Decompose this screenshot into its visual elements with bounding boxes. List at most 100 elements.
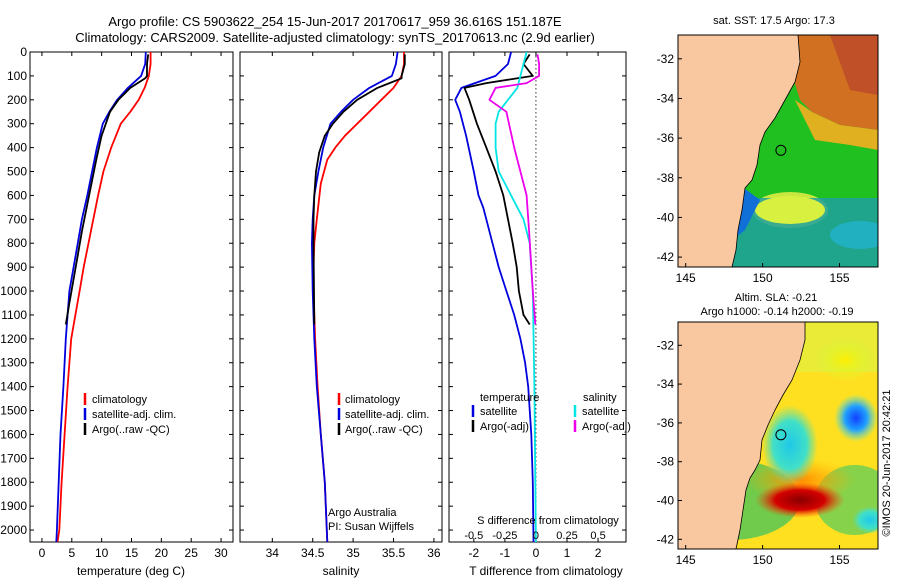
xtick-label: 35: [346, 546, 360, 560]
salinity-xlabel: salinity: [323, 564, 360, 578]
ytick-label: 1400: [0, 380, 27, 394]
annotation-argo-australia: Argo Australia: [328, 507, 397, 519]
xtick-label: 30: [214, 546, 228, 560]
difference-xticks-salinity: -0.5 -0.25 0 0.25 0.5: [464, 530, 605, 542]
legend-label-sal-argo: Argo(-adj): [582, 421, 631, 433]
sla-blue-eddy: [834, 394, 878, 442]
ytick-label: 900: [7, 260, 27, 274]
temperature-xlabel: temperature (deg C): [77, 564, 185, 578]
figure-title-line2: Climatology: CARS2009. Satellite-adjuste…: [75, 30, 595, 45]
legend-label-satellite: satellite-adj. clim.: [92, 409, 176, 421]
ytick-label: 700: [7, 212, 27, 226]
xtick-label: 5: [68, 546, 75, 560]
xtick-label: 36: [427, 546, 441, 560]
xtick-label: 10: [95, 546, 109, 560]
figure-title-line1: Argo profile: CS 5903622_254 15-Jun-2017…: [108, 14, 562, 29]
sst-map-xticks: 145 150 155: [676, 263, 850, 285]
series-line-temperature-satellite: [454, 52, 535, 542]
legend-label-sal-satellite: satellite: [582, 406, 619, 418]
difference-lines: [454, 52, 540, 542]
ytick-label: 100: [7, 69, 27, 83]
sla-yellow-eddy: [815, 338, 875, 382]
xtick-label: 15: [125, 546, 139, 560]
ytick-label: 800: [7, 236, 27, 250]
legend-label-climatology: climatology: [92, 394, 148, 406]
legend-title-temperature: temperature: [480, 392, 539, 404]
salinity-lines: [310, 52, 406, 542]
map-xtick-label: 155: [830, 271, 850, 285]
xtick-label: 0: [39, 546, 46, 560]
sst-argo-marker: [775, 144, 787, 156]
ytick-label: 1600: [0, 427, 27, 441]
temperature-lines: [55, 52, 152, 542]
difference-xticks: -2 -1 0 1 2: [469, 52, 602, 560]
map-ytick-label: -32: [657, 52, 675, 66]
map-ytick-label: -34: [657, 377, 675, 391]
salinity-yticks: [240, 51, 442, 531]
series-line-satellite-adj-clim: [310, 52, 399, 542]
sst-map-image: [678, 35, 878, 267]
salinity-axes-box: [239, 51, 443, 543]
series-line-temperature-argo-adj: [463, 53, 534, 325]
map-ytick-label: -42: [657, 532, 675, 546]
map-ytick-label: -34: [657, 91, 675, 105]
map-ytick-label: -40: [657, 493, 675, 507]
xtick-label-salinity: 0: [533, 530, 539, 542]
ytick-label: 1300: [0, 356, 27, 370]
annotation-pi: PI: Susan Wijffels: [328, 521, 414, 533]
ytick-label: 600: [7, 188, 27, 202]
xtick-label: 25: [185, 546, 199, 560]
map-ytick-label: -40: [657, 210, 675, 224]
ytick-label: 1200: [0, 332, 27, 346]
difference-xlabel-salinity: S difference from climatology: [477, 515, 619, 527]
sla-red-eddy: [755, 482, 845, 518]
xtick-label-salinity: 0.5: [590, 530, 605, 542]
map-xtick-label: 150: [753, 553, 773, 567]
sla-australia-land: [678, 322, 806, 549]
map-ytick-label: -38: [657, 455, 675, 469]
ytick-label: 2000: [0, 523, 27, 537]
difference-xlabel-temperature: T difference from climatology: [469, 564, 623, 578]
xtick-label: 35.5: [382, 546, 406, 560]
sst-cool-east: [830, 221, 878, 249]
sla-map-frame: [677, 321, 879, 550]
difference-yticks: [449, 51, 626, 531]
xtick-label: 0: [533, 546, 540, 560]
xtick-label: 34: [266, 546, 280, 560]
sst-warmest-region: [830, 35, 878, 95]
imos-credit: ©IMOS 20-Jun-2017 20:42:21: [881, 390, 893, 537]
difference-panel: -2 -1 0 1 2 S difference from climatology -0…: [448, 51, 631, 578]
map-xtick-label: 155: [830, 553, 850, 567]
salinity-legend: climatology satellite-adj. clim. Argo(..…: [337, 393, 429, 436]
xtick-label-salinity: 0.25: [556, 530, 577, 542]
map-xtick-label: 145: [676, 553, 696, 567]
legend-label-temp-satellite: satellite: [480, 406, 517, 418]
ytick-label: 300: [7, 117, 27, 131]
sla-map-image: [678, 322, 878, 549]
series-line-salinity-argo-adj: [488, 54, 540, 325]
map-xtick-label: 150: [753, 271, 773, 285]
salinity-xticks: 34 34.5 35 35.5 36: [266, 52, 441, 560]
xtick-label: -2: [469, 546, 480, 560]
xtick-label: 2: [595, 546, 602, 560]
map-ytick-label: -36: [657, 416, 675, 430]
temperature-legend: climatology satellite-adj. clim. Argo(..…: [83, 393, 176, 436]
ytick-label: 1700: [0, 451, 27, 465]
xtick-label: 1: [564, 546, 571, 560]
ytick-label: 1100: [1, 308, 27, 322]
series-line-argo-raw-qc: [312, 54, 406, 325]
sla-cyan-small: [852, 506, 878, 534]
sla-map-xticks: 145 150 155: [676, 545, 850, 567]
xtick-label: 34.5: [301, 546, 325, 560]
sla-map-panel: Altim. SLA: -0.21 Argo h1000: -0.14 h200…: [657, 292, 879, 567]
series-line-satellite-adj-clim: [55, 52, 147, 542]
series-line-climatology: [56, 52, 152, 542]
temperature-yticks: 0 100 200 300 400 500 600 700 800 900 1000 1100 1200…: [0, 45, 233, 537]
difference-axes-box: [448, 51, 627, 543]
ytick-label: 1000: [0, 284, 27, 298]
map-ytick-label: -32: [657, 338, 675, 352]
difference-legend: temperature salinity satellite Argo(-adj…: [471, 392, 631, 433]
legend-label-argo: Argo(..raw -QC): [92, 424, 170, 436]
temperature-panel: 0100200300400500600700800900100011001200…: [0, 45, 234, 578]
